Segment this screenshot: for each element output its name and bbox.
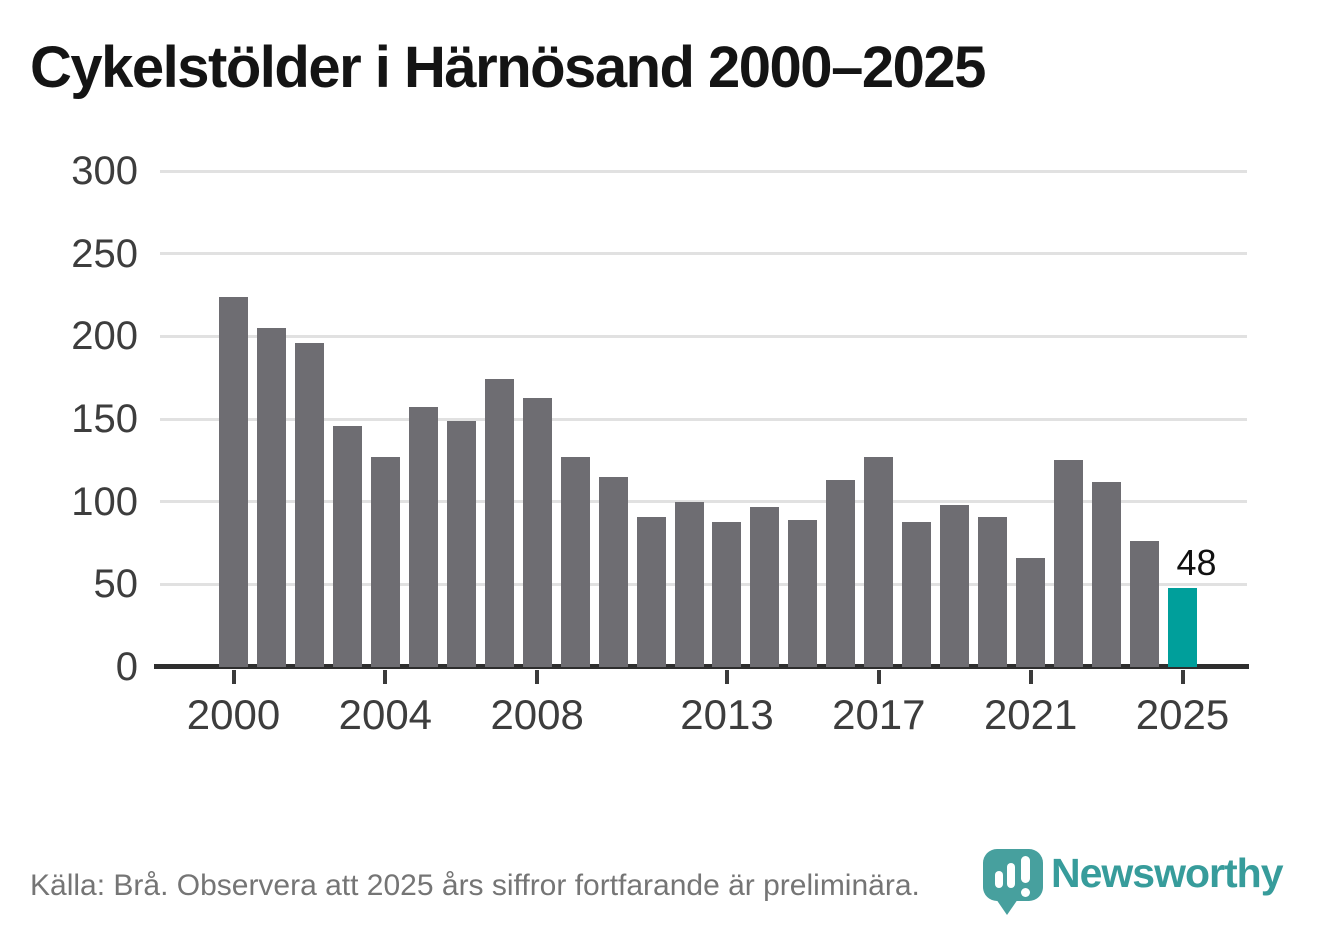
gridline-200 bbox=[160, 334, 1247, 338]
gridline-250 bbox=[160, 252, 1247, 256]
bar-2012 bbox=[674, 501, 704, 667]
bar-2018 bbox=[902, 521, 932, 667]
bar-2000 bbox=[219, 296, 248, 667]
bar-2006 bbox=[446, 420, 476, 667]
bar-2016 bbox=[826, 480, 856, 667]
logo-chart-bar-icon bbox=[1007, 863, 1015, 888]
bar-2022 bbox=[1054, 460, 1084, 667]
x-axis-label-2021: 2021 bbox=[983, 691, 1078, 738]
x-axis-label-2017: 2017 bbox=[832, 691, 926, 738]
bar-2015 bbox=[788, 519, 818, 667]
logo-chart-bar-icon bbox=[995, 871, 1003, 888]
bar-2011 bbox=[636, 516, 666, 667]
x-axis-label-2004: 2004 bbox=[338, 691, 433, 738]
x-axis-label-2025: 2025 bbox=[1135, 691, 1230, 738]
bar-2014 bbox=[750, 506, 780, 667]
x-axis-label-2008: 2008 bbox=[490, 691, 584, 738]
bar-2025 bbox=[1168, 587, 1197, 667]
x-axis-label-2000: 2000 bbox=[186, 691, 281, 738]
x-axis-label-2013: 2013 bbox=[680, 691, 774, 738]
gridline-300 bbox=[160, 169, 1247, 173]
x-tick-2008 bbox=[535, 670, 540, 684]
gridline-150 bbox=[160, 417, 1247, 421]
bar-2002 bbox=[294, 342, 324, 667]
x-tick-2000 bbox=[231, 670, 236, 684]
bar-2024 bbox=[1130, 541, 1160, 667]
bar-2005 bbox=[408, 407, 438, 667]
newsworthy-speech-bubble-icon bbox=[983, 849, 1043, 901]
y-axis-label-0: 0 bbox=[115, 645, 138, 689]
bar-2019 bbox=[940, 504, 970, 667]
gridline-100 bbox=[160, 500, 1247, 504]
bar-2009 bbox=[560, 457, 590, 667]
logo-exclamation-dot-icon bbox=[1021, 888, 1030, 897]
bar-2010 bbox=[598, 476, 628, 667]
chart-title: Cykelstölder i Härnösand 2000–2025 bbox=[30, 35, 986, 100]
y-axis-label-100: 100 bbox=[71, 479, 138, 524]
bar-2007 bbox=[484, 379, 514, 667]
plot-area: 0 50 100 150 200 250 300 48 2000 2004 2008 2013 2017… bbox=[71, 149, 1249, 738]
bar-2021 bbox=[1016, 557, 1046, 667]
source-note: Källa: Brå. Observera att 2025 års siffr… bbox=[30, 869, 920, 902]
bar-2017 bbox=[864, 457, 894, 667]
y-axis-label-50: 50 bbox=[93, 562, 139, 607]
bar-2020 bbox=[978, 516, 1008, 667]
y-axis-label-200: 200 bbox=[71, 314, 138, 359]
newsworthy-wordmark: Newsworthy bbox=[1051, 850, 1283, 896]
x-tick-2021 bbox=[1028, 670, 1033, 684]
y-axis-label-150: 150 bbox=[71, 397, 138, 441]
bar-2013 bbox=[712, 521, 742, 667]
y-axis-label-250: 250 bbox=[71, 231, 138, 276]
bar-2003 bbox=[332, 425, 362, 667]
bar-2001 bbox=[256, 328, 286, 667]
bar-2023 bbox=[1092, 481, 1122, 667]
y-axis-label-300: 300 bbox=[71, 149, 138, 193]
x-tick-2004 bbox=[383, 670, 388, 684]
bar-2008 bbox=[522, 397, 552, 667]
x-tick-2017 bbox=[876, 670, 881, 684]
x-tick-2025 bbox=[1180, 670, 1185, 684]
x-tick-2013 bbox=[724, 670, 729, 684]
bar-2004 bbox=[370, 457, 400, 667]
logo-speech-tail-icon bbox=[996, 899, 1018, 915]
logo-exclamation-bar-icon bbox=[1021, 856, 1030, 883]
highlight-value-label: 48 bbox=[1176, 541, 1217, 583]
